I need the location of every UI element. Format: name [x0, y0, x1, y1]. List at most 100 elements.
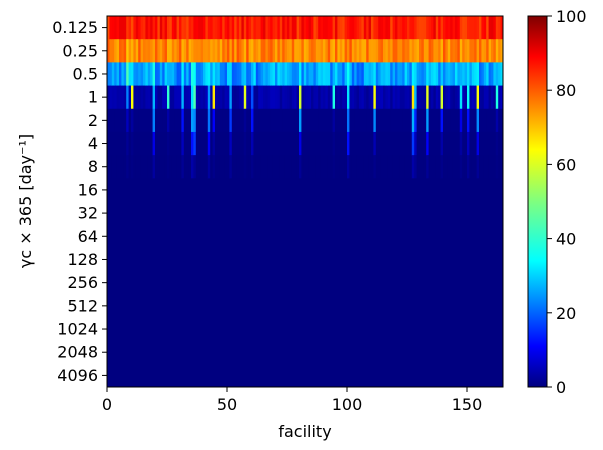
- heatmap-cell: [498, 85, 501, 110]
- heatmap-cell: [347, 62, 350, 86]
- heatmap-cell: [116, 85, 120, 110]
- heatmap-cell: [445, 62, 449, 86]
- heatmap-cell: [421, 247, 425, 272]
- heatmap-cell: [414, 178, 417, 202]
- heatmap-cell: [464, 85, 468, 110]
- heatmap-cell: [339, 340, 343, 365]
- heatmap-cell: [435, 108, 439, 133]
- heatmap-cell: [428, 155, 432, 179]
- heatmap-cell: [260, 247, 264, 272]
- heatmap-cell: [486, 247, 489, 272]
- heatmap-cell: [428, 224, 432, 249]
- heatmap-cell: [402, 340, 405, 365]
- heatmap-cell: [395, 108, 398, 133]
- heatmap-cell: [157, 16, 161, 40]
- heatmap-cell: [287, 131, 290, 156]
- heatmap-cell: [498, 224, 501, 249]
- heatmap-cell: [275, 340, 278, 365]
- heatmap-cell: [303, 178, 307, 202]
- heatmap-cell: [253, 340, 257, 365]
- heatmap-cell: [416, 317, 420, 342]
- heatmap-cell: [126, 317, 129, 342]
- heatmap-cell: [486, 363, 489, 388]
- heatmap-cell: [133, 62, 137, 86]
- heatmap-cell: [179, 294, 182, 318]
- heatmap-cell: [402, 294, 405, 318]
- heatmap-cell: [265, 271, 269, 295]
- heatmap-cell: [450, 108, 453, 133]
- heatmap-cell: [188, 16, 192, 40]
- heatmap-cell: [450, 178, 453, 202]
- heatmap-cell: [162, 178, 165, 202]
- heatmap-cell: [337, 317, 341, 342]
- heatmap-cell: [433, 131, 437, 156]
- heatmap-cell: [402, 155, 405, 179]
- heatmap-cell: [402, 16, 405, 40]
- heatmap-cell: [119, 317, 122, 342]
- heatmap-cell: [186, 16, 189, 40]
- heatmap-cell: [188, 224, 192, 249]
- heatmap-cell: [291, 224, 295, 249]
- heatmap-cell: [438, 155, 441, 179]
- heatmap-cell: [140, 108, 144, 133]
- heatmap-cell: [246, 247, 249, 272]
- heatmap-cell: [371, 62, 374, 86]
- heatmap-cell: [476, 39, 480, 63]
- heatmap-cell: [150, 131, 153, 156]
- heatmap-cell: [380, 85, 384, 110]
- heatmap-cell: [363, 224, 367, 249]
- heatmap-cell: [392, 131, 396, 156]
- heatmap-cell: [356, 271, 360, 295]
- heatmap-cell: [419, 201, 422, 226]
- heatmap-cell: [116, 224, 120, 249]
- heatmap-cell: [191, 39, 194, 63]
- heatmap-cell: [212, 317, 216, 342]
- heatmap-cell: [227, 62, 230, 86]
- heatmap-cell: [289, 340, 293, 365]
- heatmap-cell: [407, 178, 410, 202]
- heatmap-cell: [282, 62, 285, 86]
- heatmap-cell: [392, 317, 396, 342]
- heatmap-cell: [315, 317, 319, 342]
- heatmap-cell: [133, 224, 137, 249]
- heatmap-cell: [114, 39, 117, 63]
- heatmap-cell: [308, 16, 312, 40]
- heatmap-cell: [383, 294, 386, 318]
- heatmap-cell: [188, 131, 192, 156]
- heatmap-cell: [282, 108, 285, 133]
- heatmap-cell: [323, 85, 326, 110]
- heatmap-cell: [133, 39, 137, 63]
- heatmap-cell: [450, 340, 453, 365]
- heatmap-cell: [476, 317, 480, 342]
- heatmap-cell: [411, 155, 415, 179]
- heatmap-cell: [493, 224, 497, 249]
- heatmap-cell: [109, 178, 113, 202]
- heatmap-cell: [411, 85, 415, 110]
- heatmap-cell: [368, 155, 372, 179]
- heatmap-cell: [229, 108, 233, 133]
- heatmap-cell: [267, 224, 271, 249]
- heatmap-cell: [498, 131, 501, 156]
- heatmap-cell: [152, 317, 156, 342]
- heatmap-cell: [135, 16, 139, 40]
- heatmap-cell: [380, 108, 384, 133]
- heatmap-cell: [402, 224, 405, 249]
- heatmap-cell: [325, 247, 329, 272]
- heatmap-cell: [186, 247, 189, 272]
- heatmap-cell: [483, 131, 487, 156]
- heatmap-cell: [359, 85, 362, 110]
- heatmap-cell: [491, 294, 494, 318]
- heatmap-cell: [411, 224, 415, 249]
- heatmap-cell: [308, 155, 312, 179]
- plot-frame: [106, 15, 504, 388]
- heatmap-cell: [399, 340, 403, 365]
- heatmap-cell: [354, 131, 357, 156]
- heatmap-cell: [167, 178, 170, 202]
- heatmap-cell: [224, 85, 228, 110]
- heatmap-cell: [119, 224, 122, 249]
- y-tick-label: 0.125: [52, 18, 98, 37]
- heatmap-cell: [349, 340, 353, 365]
- heatmap-cell: [435, 62, 439, 86]
- heatmap-cell: [265, 201, 269, 226]
- heatmap-cell: [116, 108, 120, 133]
